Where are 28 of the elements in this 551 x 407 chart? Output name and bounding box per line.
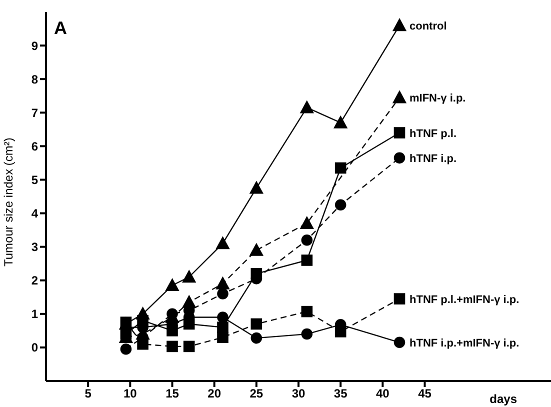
y-tick-label: 7 [31, 106, 38, 120]
x-tick-label: 25 [250, 386, 264, 401]
x-tick-label: 15 [166, 386, 180, 401]
x-tick-label: 35 [334, 386, 348, 401]
series-label: mIFN-γ i.p. [410, 92, 466, 105]
y-tick-label: 9 [31, 38, 38, 53]
annotation: A [54, 18, 67, 39]
x-axis-title: days [490, 392, 518, 406]
x-tick-label: 30 [292, 386, 306, 401]
series-label: hTNF p.l. [410, 128, 457, 140]
y-tick-label: 4 [31, 206, 38, 221]
y-tick-label: 3 [31, 240, 38, 254]
x-tick-label: 40 [376, 386, 390, 401]
series-label: hTNF i.p. [410, 152, 457, 165]
series-label: control [410, 20, 447, 32]
x-tick-label: 45 [418, 386, 432, 401]
series-label: hTNF i.p.+mIFN-γ i.p. [410, 337, 520, 350]
series-label: hTNF p.l.+mIFN-γ i.p. [410, 294, 520, 306]
x-tick-label: 5 [84, 386, 92, 401]
y-tick-label: 0 [31, 340, 38, 355]
y-tick-label: 6 [31, 139, 38, 154]
y-tick-label: 1 [31, 307, 38, 322]
x-tick-label: 10 [123, 386, 138, 401]
y-tick-label: 5 [31, 172, 38, 187]
x-tick-label: 20 [208, 386, 222, 401]
y-tick-label: 8 [31, 72, 38, 86]
y-tick-label: 2 [31, 274, 38, 288]
y-axis-title: Tumour size index (cm²) [1, 138, 16, 266]
